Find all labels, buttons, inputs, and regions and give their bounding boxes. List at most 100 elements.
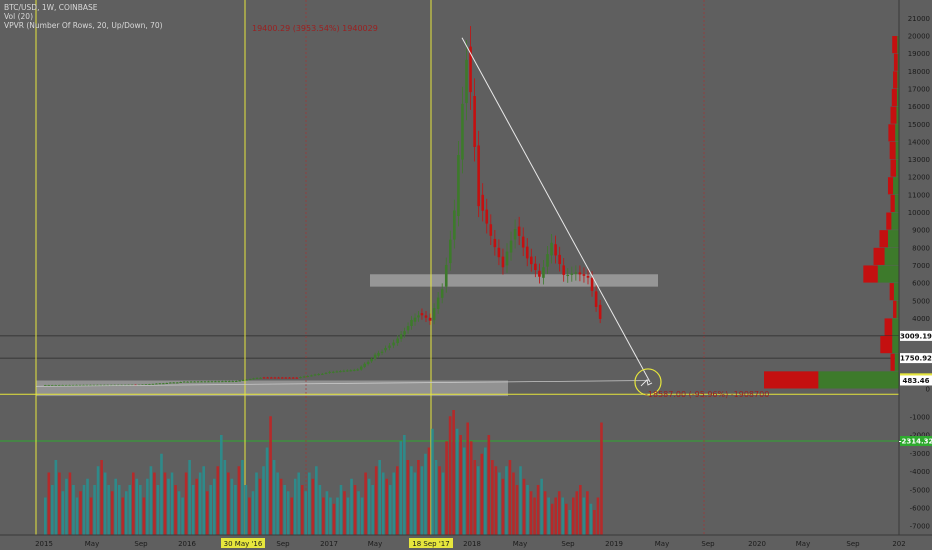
volume-bar bbox=[357, 491, 360, 535]
volume-bar bbox=[202, 466, 205, 535]
volume-bar bbox=[536, 485, 540, 535]
x-tick-label: 202 bbox=[892, 540, 905, 548]
price-tag-label: 3009.19 bbox=[900, 332, 932, 340]
volume-bar bbox=[181, 497, 184, 535]
volume-bar bbox=[441, 472, 445, 535]
candle-body bbox=[288, 377, 291, 379]
legend-vol[interactable]: Vol (20) bbox=[4, 12, 33, 21]
volume-bar bbox=[96, 466, 100, 535]
time-axis[interactable]: 2015 May Sep 2016 30 May '16 Sep 2017 May 18 Sep… bbox=[0, 534, 932, 548]
volume-bar bbox=[174, 485, 177, 535]
vpvr-down-bar bbox=[889, 283, 894, 301]
candle-body bbox=[259, 377, 262, 379]
volume-bar bbox=[170, 472, 174, 535]
y-tick-label: -4000 bbox=[910, 468, 930, 476]
volume-bar bbox=[47, 472, 51, 535]
candle-body bbox=[493, 238, 497, 248]
price-tag-label: 483.46 bbox=[902, 377, 929, 385]
candle-body bbox=[521, 236, 525, 248]
candle-body bbox=[266, 377, 269, 379]
annotation-rise: 19400.29 (3953.54%) 1940029 bbox=[252, 24, 378, 33]
volume-bar bbox=[258, 478, 262, 535]
vpvr-down-bar bbox=[892, 36, 898, 54]
candle-body bbox=[182, 381, 186, 383]
volume-bar bbox=[396, 466, 399, 535]
candle-body bbox=[384, 347, 387, 351]
y-tick-label: 13000 bbox=[908, 156, 930, 164]
volume-bar bbox=[519, 466, 522, 535]
volume-bar bbox=[420, 466, 424, 535]
candle-body bbox=[61, 384, 64, 386]
price-axis-background bbox=[899, 0, 932, 550]
volume-bar bbox=[572, 497, 575, 535]
candle-body bbox=[54, 385, 58, 387]
legend-vpvr[interactable]: VPVR (Number Of Rows, 20, Up/Down, 70) bbox=[4, 21, 163, 30]
candle-body bbox=[440, 289, 444, 298]
candle-body bbox=[165, 383, 169, 385]
volume-bar bbox=[476, 466, 480, 535]
drawing-overlays bbox=[0, 37, 899, 396]
candle-body bbox=[295, 377, 299, 379]
candle-body bbox=[342, 370, 346, 372]
volume-bar bbox=[103, 472, 107, 535]
price-axis[interactable]: 21000 20000 19000 18000 17000 16000 15000 14000… bbox=[898, 0, 932, 550]
volume-bar bbox=[251, 491, 255, 535]
volume-bar bbox=[339, 485, 343, 535]
volume-bar bbox=[135, 478, 139, 535]
candle-body bbox=[277, 377, 280, 379]
candle-body bbox=[554, 244, 557, 256]
volume-bar bbox=[262, 466, 265, 535]
x-tick-label: May bbox=[655, 540, 669, 548]
candle-body bbox=[96, 384, 99, 386]
candle-body bbox=[68, 384, 71, 386]
volume-bar bbox=[550, 503, 554, 535]
vpvr-up-bar bbox=[887, 230, 899, 248]
volume-bar bbox=[332, 503, 336, 535]
candle-body bbox=[75, 384, 78, 386]
volume-bar bbox=[124, 491, 128, 535]
volume-bar bbox=[117, 485, 121, 535]
candle-body bbox=[396, 338, 399, 344]
volume-bar bbox=[533, 497, 536, 535]
candle-body bbox=[78, 384, 82, 386]
volume-bar bbox=[142, 497, 146, 535]
candle-body bbox=[241, 379, 245, 381]
volume-bar bbox=[72, 485, 75, 535]
volume-bar bbox=[82, 485, 86, 535]
candle-body bbox=[148, 384, 151, 386]
volume-bar bbox=[325, 491, 329, 535]
y-tick-label: 5000 bbox=[912, 297, 930, 305]
volume-bar bbox=[114, 478, 117, 535]
volume-bar bbox=[75, 497, 79, 535]
vpvr-up-bar bbox=[877, 265, 899, 283]
volume-bar bbox=[466, 422, 469, 535]
vpvr-down-bar bbox=[893, 71, 898, 89]
y-tick-label: -6000 bbox=[910, 505, 930, 513]
y-tick-label: 10000 bbox=[908, 209, 930, 217]
volume-bar bbox=[54, 460, 58, 535]
x-tick-label: 30 May '16 bbox=[224, 540, 263, 548]
candle-body bbox=[321, 373, 324, 375]
volume-bar bbox=[58, 472, 61, 535]
volume-bar bbox=[378, 460, 381, 535]
candle-body bbox=[359, 366, 363, 370]
vpvr-up-bar bbox=[818, 371, 899, 389]
x-tick-label: 2017 bbox=[320, 540, 338, 548]
volume-bar bbox=[311, 478, 315, 535]
candle-body bbox=[538, 270, 541, 277]
candle-body bbox=[328, 371, 331, 373]
candles bbox=[44, 26, 602, 387]
candle-body bbox=[392, 342, 395, 346]
volume-bar bbox=[462, 447, 466, 535]
candle-body bbox=[317, 374, 320, 376]
candle-body bbox=[444, 264, 448, 287]
candle-body bbox=[231, 381, 235, 383]
volume-bar bbox=[279, 478, 283, 535]
y-tick-label: 15000 bbox=[908, 121, 930, 129]
candle-body bbox=[245, 379, 248, 381]
volume-bar bbox=[522, 478, 526, 535]
legend-symbol[interactable]: BTC/USD, 1W, COINBASE bbox=[4, 3, 98, 12]
vpvr-up-bar bbox=[896, 106, 899, 124]
